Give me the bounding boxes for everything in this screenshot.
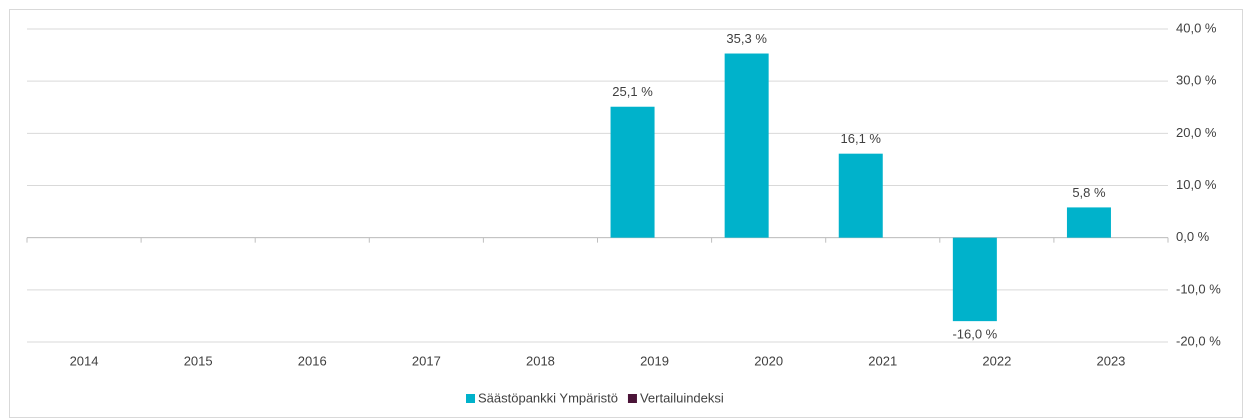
bar [838,153,883,238]
y-tick-label: 0,0 % [1176,229,1210,244]
y-tick-label: -20,0 % [1176,333,1221,348]
x-tick-label: 2014 [70,353,99,368]
legend-swatch [466,394,475,403]
x-tick-label: 2021 [868,353,897,368]
x-tick-label: 2020 [754,353,783,368]
x-tick-label: 2018 [526,353,555,368]
x-tick-label: 2019 [640,353,669,368]
y-tick-label: 10,0 % [1176,177,1217,192]
value-label: 25,1 % [612,84,653,99]
x-tick-label: 2016 [298,353,327,368]
y-tick-label: 20,0 % [1176,125,1217,140]
y-tick-label: 40,0 % [1176,20,1217,35]
bar [952,237,997,322]
x-tick-label: 2022 [982,353,1011,368]
x-tick-label: 2017 [412,353,441,368]
legend-label: Vertailuindeksi [640,390,724,405]
bar [610,106,655,238]
chart-frame [9,9,1243,418]
bar [724,53,769,238]
value-label: 35,3 % [726,31,767,46]
legend-swatch [627,394,637,403]
legend-label: Säästöpankki Ympäristö [478,390,618,405]
y-tick-label: 30,0 % [1176,73,1217,88]
x-tick-label: 2023 [1096,353,1125,368]
x-tick-label: 2015 [184,353,213,368]
value-label: 5,8 % [1072,185,1106,200]
value-label: -16,0 % [952,327,997,342]
value-label: 16,1 % [841,131,882,146]
y-tick-label: -10,0 % [1176,281,1221,296]
bar [1066,207,1111,238]
